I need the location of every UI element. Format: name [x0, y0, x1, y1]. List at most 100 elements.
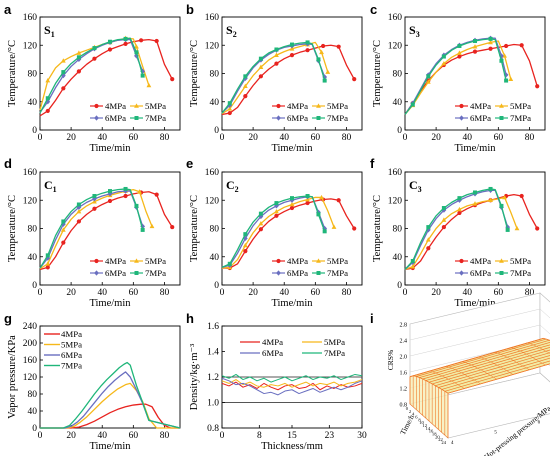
- marker-triangle: [242, 83, 248, 89]
- y-tick-label: 120: [205, 196, 220, 206]
- legend-label-5MPa: 5MPa: [327, 256, 348, 266]
- y-tick-label: 120: [23, 196, 38, 206]
- marker-circle: [289, 53, 295, 58]
- marker-triangle: [425, 237, 431, 242]
- y-tick-label: 80: [28, 390, 38, 400]
- marker-circle: [123, 41, 128, 46]
- legend-label-7MPa: 7MPa: [145, 268, 166, 278]
- marker-circle: [45, 108, 50, 114]
- x-tick-label: 0: [403, 288, 408, 298]
- marker-triangle: [319, 194, 324, 200]
- y-tick-label: 160: [23, 168, 38, 178]
- z-tick-label: 2.8: [400, 323, 408, 329]
- panel-e: e 0 20 40 60 80 0 40 80 120 160 Time/min Temperature…: [186, 156, 363, 309]
- surface-mesh-line: [474, 356, 514, 375]
- x-tick-label: 0: [38, 133, 43, 143]
- legend: 4MPa 5MPa 6MPa 7MPa: [90, 256, 166, 278]
- marker-square: [316, 57, 321, 62]
- z-tick-label: 2.0: [400, 355, 408, 361]
- y-tick-label: 1.6: [207, 322, 219, 332]
- x-axis-label: Time/h: [398, 413, 416, 436]
- x-axis-label: Time/min: [454, 298, 496, 309]
- marker-square: [322, 229, 327, 234]
- marker-square: [243, 74, 248, 79]
- marker-circle: [535, 84, 540, 89]
- x-tick-label: 60: [311, 133, 321, 143]
- x-tick-label: 2: [409, 409, 412, 414]
- marker-square: [499, 203, 504, 208]
- marker-circle: [258, 74, 263, 79]
- marker-triangle: [289, 201, 295, 207]
- series-line-6MPa: [221, 377, 363, 396]
- x-axis-label: Time/min: [271, 143, 313, 154]
- y-tick-label: 80: [28, 225, 38, 235]
- y-tick-label: 0: [214, 281, 219, 291]
- x-tick-label: 80: [160, 288, 170, 298]
- marker-square: [258, 56, 263, 61]
- y-tick-label: 0: [32, 126, 37, 136]
- x-tick-label: 40: [279, 288, 289, 298]
- x-tick-label: 40: [462, 288, 472, 298]
- marker-square: [473, 190, 477, 195]
- marker-triangle: [472, 201, 478, 206]
- panel-letter-h: h: [186, 311, 194, 326]
- marker-circle: [139, 38, 144, 43]
- marker-triangle: [316, 103, 321, 108]
- x-tick-label: 60: [129, 133, 139, 143]
- marker-triangle: [499, 103, 504, 108]
- marker-diamond: [140, 68, 146, 74]
- marker-triangle: [76, 50, 82, 55]
- x-tick-label: 40: [97, 431, 107, 441]
- marker-circle: [519, 193, 524, 199]
- y-tick-label: 120: [388, 196, 403, 206]
- marker-square: [45, 253, 50, 258]
- y-tick-label: 120: [23, 41, 38, 51]
- subtitle-main: C: [409, 178, 418, 192]
- panel-b: b 0 20 40 60 80 0 40 80 120 160 Time/min Temperature…: [186, 2, 363, 154]
- panel-h: h 0 8 15 23 30 0.8 1.0 1.2 1.4 1.6 Thickness/mm Dens…: [186, 311, 367, 452]
- x-tick-label: 12: [422, 423, 427, 428]
- y-tick-label: 80: [28, 70, 38, 80]
- surface-mesh-line: [442, 366, 481, 385]
- subtitle-main: S: [409, 23, 416, 37]
- x-tick-label: 60: [129, 288, 139, 298]
- marker-square: [426, 225, 431, 230]
- marker-circle: [535, 226, 540, 231]
- legend-label-5MPa: 5MPa: [510, 101, 531, 111]
- marker-square: [410, 102, 415, 107]
- marker-square: [316, 212, 321, 217]
- panel-d: d 0 20 40 60 80 0 40 80 120 160 Time/min Temperature…: [4, 156, 181, 309]
- subtitle-main: C: [44, 178, 53, 192]
- marker-circle: [504, 43, 509, 49]
- panel-c: c 0 20 40 60 80 0 40 80 120 160 Time/min Temperature…: [370, 2, 546, 154]
- y-tick-label: 160: [388, 13, 403, 23]
- marker-triangle: [134, 44, 139, 49]
- series-line-4MPa: [39, 38, 173, 117]
- x-tick-label: 22: [438, 437, 443, 442]
- y-tick-label: 40: [393, 253, 403, 263]
- y-axis-label: Vapor pressure/KPa: [7, 335, 18, 419]
- marker-circle: [123, 193, 128, 199]
- marker-diamond: [94, 270, 99, 276]
- legend-label-6MPa: 6MPa: [105, 268, 126, 278]
- marker-circle: [426, 246, 431, 251]
- marker-triangle: [60, 227, 66, 232]
- marker-diamond: [45, 255, 51, 261]
- surface-grid-line: [409, 324, 550, 357]
- y-tick-label: 200: [23, 339, 38, 349]
- x-tick-label: 14: [426, 426, 431, 431]
- marker-square: [61, 219, 66, 224]
- x-tick-label: 8: [257, 431, 262, 441]
- marker-circle: [352, 226, 357, 231]
- legend-label-6MPa: 6MPa: [61, 350, 82, 360]
- marker-square: [134, 50, 139, 55]
- legend-label-4MPa: 4MPa: [105, 101, 126, 111]
- surface-mesh-line: [539, 338, 550, 341]
- marker-circle: [170, 77, 175, 82]
- marker-square: [316, 271, 321, 275]
- marker-square: [457, 196, 462, 201]
- marker-triangle: [502, 53, 507, 58]
- marker-triangle: [488, 39, 493, 45]
- marker-diamond: [289, 197, 295, 203]
- x-axis-label: Time/min: [89, 298, 131, 309]
